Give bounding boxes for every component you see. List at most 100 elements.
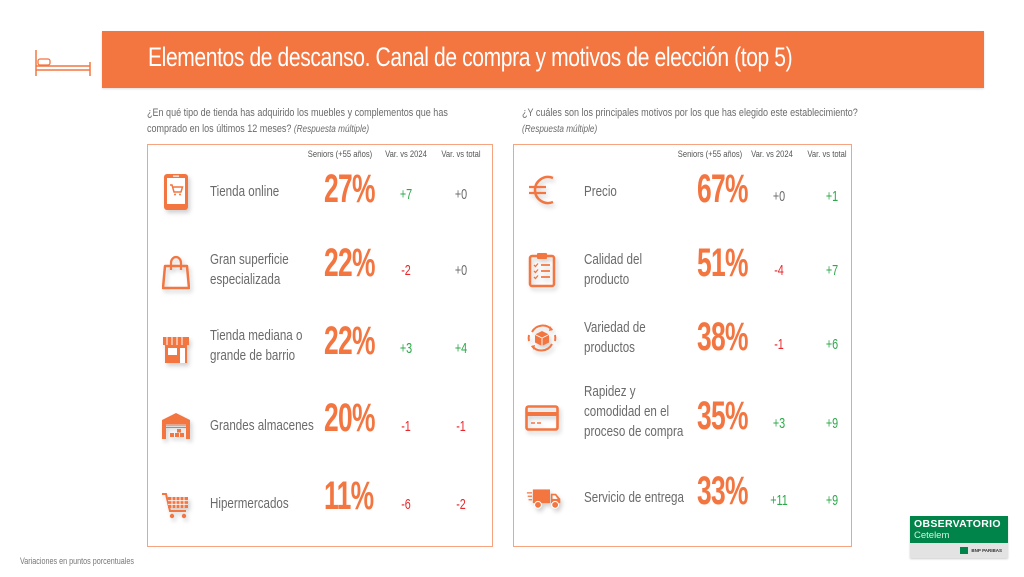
row-label: Tienda mediana o grande de barrio	[210, 326, 302, 366]
row-value: 11%	[324, 474, 374, 518]
table-row: Calidad del producto 51% -4 +7	[514, 240, 851, 300]
var-vs-2024: -4	[774, 262, 784, 279]
table-row: Precio 67% +0 +1	[514, 162, 851, 222]
delivery-truck-icon	[526, 478, 562, 518]
left-question: ¿En qué tipo de tienda has adquirido los…	[147, 105, 448, 138]
right-question-note: (Respuesta múltiple)	[522, 124, 598, 135]
var-vs-2024: +11	[770, 492, 788, 509]
var-vs-total: +9	[825, 492, 839, 509]
column-header-seniors: Seniors (+55 años)	[677, 149, 743, 160]
table-row: Hipermercados 11% -6 -2	[148, 474, 492, 534]
left-question-line1: ¿En qué tipo de tienda has adquirido los…	[147, 107, 448, 119]
var-vs-total: +0	[454, 186, 468, 203]
table-row: Grandes almacenes 20% -1 -1	[148, 396, 492, 456]
var-vs-total: -1	[456, 418, 466, 435]
row-label: Grandes almacenes	[210, 416, 314, 436]
bnp-paribas-icon	[960, 547, 969, 554]
var-vs-2024: +0	[772, 188, 786, 205]
storefront-icon	[158, 330, 194, 370]
column-header-seniors: Seniors (+55 años)	[307, 149, 373, 160]
var-vs-2024: -2	[401, 262, 411, 279]
row-label: Gran superficie especializada	[210, 250, 289, 290]
row-value: 27%	[324, 167, 376, 211]
row-label-line2: producto	[584, 272, 630, 288]
row-label-line2: especializada	[210, 272, 281, 288]
row-label-line1: Servicio de entrega	[584, 490, 684, 506]
table-row: Tienda mediana o grande de barrio 22% +3 …	[148, 318, 492, 378]
left-question-note: (Respuesta múltiple)	[293, 124, 370, 135]
row-label-line1: Rapidez y	[584, 384, 636, 400]
row-value: 51%	[697, 241, 749, 285]
row-label-line1: Tienda mediana o	[210, 328, 303, 344]
row-value: 20%	[324, 396, 376, 440]
var-vs-total: +6	[825, 336, 839, 353]
clipboard-checklist-icon	[524, 250, 560, 290]
table-row: Rapidez y comodidad en el proceso de compr…	[514, 382, 851, 452]
var-vs-2024: -6	[401, 496, 411, 513]
table-row: Variedad de productos 38% -1 +6	[514, 310, 851, 370]
page-title: Elementos de descanso. Canal de compra y…	[148, 42, 793, 72]
var-vs-total: +4	[454, 340, 468, 357]
store-type-panel: Seniors (+55 años) Var. vs 2024 Var. vs …	[147, 144, 493, 547]
right-question: ¿Y cuáles son los principales motivos po…	[522, 105, 858, 138]
row-label: Hipermercados	[210, 494, 289, 514]
smartphone-cart-icon	[158, 172, 194, 212]
var-vs-2024: +3	[772, 415, 786, 432]
credit-card-icon	[524, 398, 560, 438]
row-value: 33%	[697, 469, 749, 513]
row-value: 22%	[324, 241, 376, 285]
row-label-line2: productos	[584, 340, 635, 356]
left-question-line2: comprado en los últimos 12 meses?	[147, 123, 292, 135]
shopping-cart-icon	[158, 486, 194, 526]
row-label-line1: Calidad del	[584, 252, 643, 268]
table-row: Tienda online 27% +7 +0	[148, 162, 492, 222]
title-bar: Elementos de descanso. Canal de compra y…	[102, 31, 984, 88]
row-label: Variedad de productos	[584, 318, 646, 358]
var-vs-total: +1	[825, 188, 839, 205]
var-vs-2024: -1	[774, 336, 784, 353]
row-label-line1: Hipermercados	[210, 496, 289, 512]
warehouse-icon	[158, 406, 194, 446]
row-value: 67%	[697, 167, 749, 211]
column-header-var-total: Var. vs total	[441, 149, 481, 160]
row-label-line1: Grandes almacenes	[210, 418, 314, 434]
row-label: Tienda online	[210, 182, 279, 202]
column-header-var-2024: Var. vs 2024	[385, 149, 427, 160]
logo-partner: BNP PARIBAS	[971, 548, 1002, 553]
var-vs-total: +7	[825, 262, 839, 279]
var-vs-total: +9	[825, 415, 839, 432]
logo-brand: OBSERVATORIO	[914, 518, 1001, 530]
column-header-var-2024: Var. vs 2024	[751, 149, 793, 160]
row-label: Calidad del producto	[584, 250, 642, 290]
column-header-var-total: Var. vs total	[807, 149, 847, 160]
choice-reasons-panel: Seniors (+55 años) Var. vs 2024 Var. vs …	[513, 144, 852, 547]
observatorio-cetelem-logo: OBSERVATORIO Cetelem BNP PARIBAS	[910, 516, 1008, 558]
row-label-line3: proceso de compra	[584, 424, 684, 440]
row-label-line2: comodidad en el	[584, 404, 670, 420]
bed-icon	[35, 50, 91, 76]
row-label-line2: grande de barrio	[210, 348, 296, 364]
shopping-bag-icon	[158, 252, 194, 292]
row-label: Servicio de entrega	[584, 488, 684, 508]
row-value: 35%	[697, 394, 749, 438]
row-label-line1: Gran superficie	[210, 252, 289, 268]
table-row: Gran superficie especializada 22% -2 +0	[148, 240, 492, 300]
var-vs-2024: -1	[401, 418, 411, 435]
row-label: Precio	[584, 182, 617, 202]
row-label-line1: Tienda online	[210, 184, 280, 200]
var-vs-2024: +3	[399, 340, 413, 357]
logo-sub: Cetelem	[914, 530, 950, 541]
row-value: 22%	[324, 319, 376, 363]
right-question-line1: ¿Y cuáles son los principales motivos po…	[522, 107, 858, 119]
table-row: Servicio de entrega 33% +11 +9	[514, 468, 851, 528]
var-vs-total: -2	[456, 496, 466, 513]
row-label: Rapidez y comodidad en el proceso de compr…	[584, 382, 683, 442]
euro-icon	[524, 170, 560, 210]
row-value: 38%	[697, 315, 749, 359]
row-label-line1: Precio	[584, 184, 617, 200]
footnote: Variaciones en puntos porcentuales	[20, 556, 134, 566]
box-cycle-icon	[524, 318, 560, 358]
var-vs-2024: +7	[399, 186, 413, 203]
row-label-line1: Variedad de	[584, 320, 646, 336]
var-vs-total: +0	[454, 262, 468, 279]
